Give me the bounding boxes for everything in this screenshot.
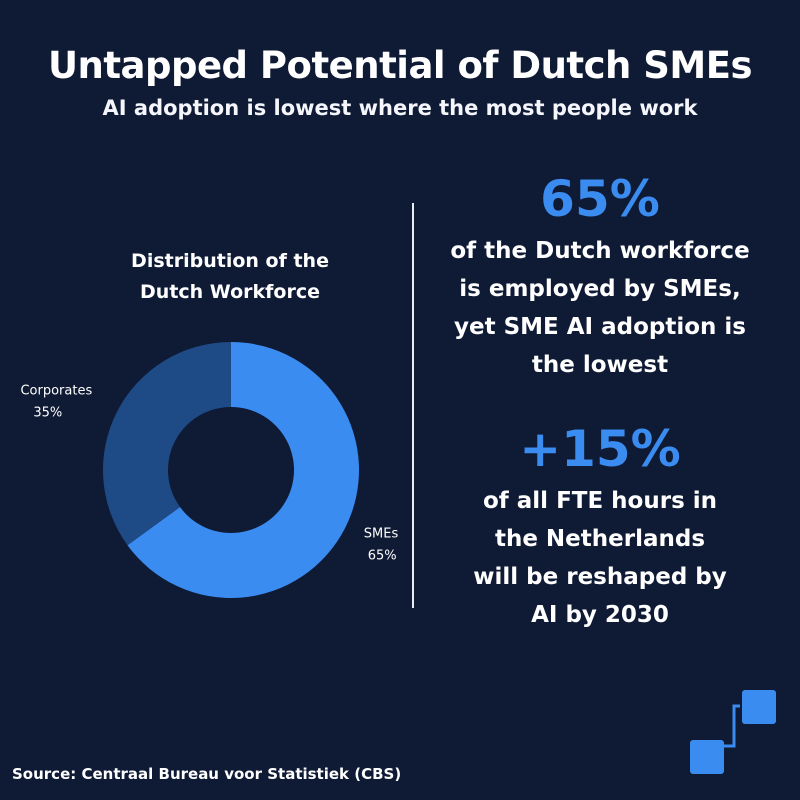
vertical-divider <box>412 203 414 608</box>
stat-2-description: of all FTE hours in the Netherlands will… <box>420 482 780 634</box>
stat-2-line: AI by 2030 <box>531 602 669 628</box>
connected-squares-icon <box>690 690 776 774</box>
chart-title-line-1: Distribution of the <box>131 250 329 272</box>
stat-1-line: the lowest <box>531 352 669 378</box>
donut-label-value: 65% <box>368 549 397 564</box>
source-citation: Source: Centraal Bureau voor Statistiek … <box>12 765 402 783</box>
stat-2-line: will be reshaped by <box>473 564 727 590</box>
donut-label-name: SMEs <box>364 527 399 542</box>
donut-slice-corporates <box>102 342 231 546</box>
stat-2-line: the Netherlands <box>494 526 706 552</box>
chart-title: Distribution of the Dutch Workforce <box>100 246 360 308</box>
donut-slice-smes <box>127 342 359 598</box>
stat-2-value: +15% <box>519 420 681 478</box>
stat-2-line: of all FTE hours in <box>482 488 718 514</box>
chart-title-line-2: Dutch Workforce <box>140 281 320 303</box>
page-title: Untapped Potential of Dutch SMEs <box>47 44 753 87</box>
stat-1-description: of the Dutch workforce is employed by SM… <box>420 232 780 384</box>
donut-label-name: Corporates <box>20 383 92 398</box>
donut-chart: SMEs 65% Corporates 35% <box>20 342 399 598</box>
stat-1-line: of the Dutch workforce <box>450 238 750 264</box>
page-subtitle: AI adoption is lowest where the most peo… <box>102 96 698 120</box>
donut-label-smes: SMEs 65% <box>364 527 399 564</box>
logo-connector <box>722 704 740 748</box>
logo-square-top <box>742 690 776 724</box>
logo-square-bottom <box>690 740 724 774</box>
stat-1-line: is employed by SMEs, <box>459 276 741 302</box>
donut-label-value: 35% <box>33 405 62 420</box>
donut-label-corporates: Corporates 35% <box>20 383 92 420</box>
stat-1-value: 65% <box>540 170 660 228</box>
stat-1-line: yet SME AI adoption is <box>453 314 746 340</box>
